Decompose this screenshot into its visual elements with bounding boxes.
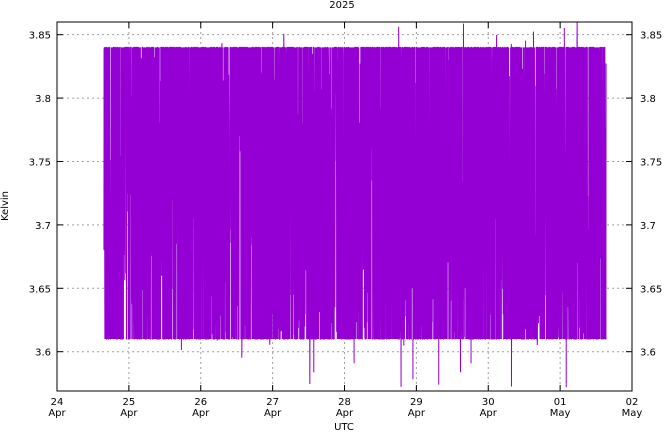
x-axis: 24Apr25Apr26Apr27Apr28Apr29Apr30Apr01May… [48, 22, 642, 419]
y-tick-label: 3.8 [35, 94, 51, 105]
x-tick-label-day: 25 [123, 397, 136, 408]
y-tick-label-right: 3.85 [640, 31, 662, 42]
y-tick-label-right: 3.7 [640, 221, 656, 232]
y-tick-label: 3.85 [29, 31, 51, 42]
y-tick-label-right: 3.8 [640, 94, 656, 105]
y-tick-label: 3.65 [29, 284, 51, 295]
x-tick-label-month: Apr [264, 408, 282, 419]
x-tick-label-month: Apr [48, 408, 66, 419]
y-tick-label: 3.7 [35, 221, 51, 232]
series-line [103, 22, 607, 388]
x-tick-label-day: 01 [554, 397, 567, 408]
x-tick-label-day: 28 [338, 397, 351, 408]
x-tick-label-day: 27 [266, 397, 279, 408]
x-tick-label-month: Apr [336, 408, 354, 419]
y-axis-left: 3.6 3.65 3.7 3.75 3.8 3.85 [29, 31, 63, 359]
series-trace [103, 22, 607, 388]
x-tick-label-month: Apr [120, 408, 138, 419]
x-tick-label-day: 29 [410, 397, 423, 408]
x-tick-label-month: Apr [408, 408, 426, 419]
x-tick-label-month: Apr [192, 408, 210, 419]
x-tick-label-day: 02 [626, 397, 639, 408]
x-tick-label-month: May [550, 408, 571, 419]
x-tick-label-month: Apr [480, 408, 498, 419]
y-tick-label-right: 3.6 [640, 348, 656, 359]
x-tick-label-day: 26 [194, 397, 207, 408]
y-axis-label: Kelvin [0, 191, 11, 221]
y-tick-label: 3.75 [29, 157, 51, 168]
y-tick-label: 3.6 [35, 348, 51, 359]
x-tick-label-day: 30 [482, 397, 495, 408]
x-tick-label-month: May [622, 408, 643, 419]
chart-title: 2025 [329, 0, 354, 11]
y-tick-label-right: 3.65 [640, 284, 662, 295]
y-axis-right: 3.6 3.65 3.7 3.75 3.8 3.85 [626, 31, 662, 359]
x-tick-label-day: 24 [51, 397, 64, 408]
x-axis-label: UTC [334, 422, 354, 432]
y-tick-label-right: 3.75 [640, 157, 662, 168]
